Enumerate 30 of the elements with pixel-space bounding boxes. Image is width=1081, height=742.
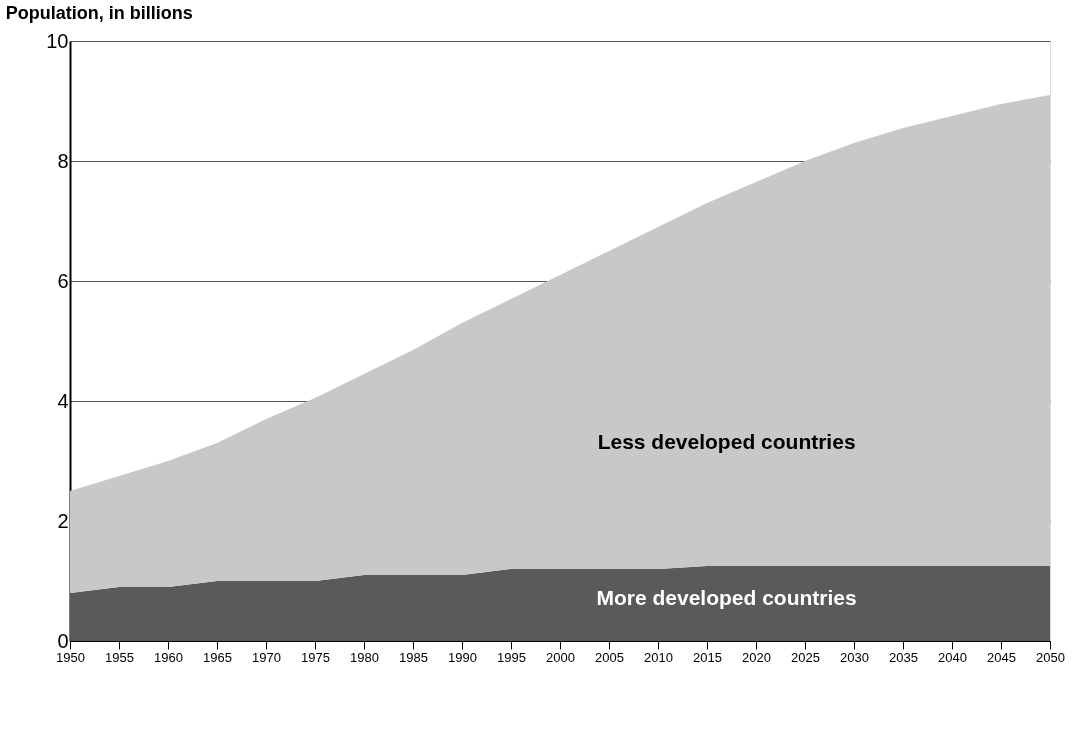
y-tick-label: 6 [57, 269, 69, 292]
series-label: More developed countries [596, 586, 857, 609]
x-tick-label: 1985 [399, 649, 428, 665]
x-tick-label: 2020 [742, 649, 771, 665]
y-tick-label: 8 [57, 149, 69, 172]
x-tick-label: 2030 [840, 649, 869, 665]
x-tick-label: 1990 [448, 649, 477, 665]
x-tick-label: 2010 [644, 649, 673, 665]
x-tick-label: 1950 [56, 649, 85, 665]
x-tick-label: 2045 [987, 649, 1016, 665]
x-tick-label: 1975 [301, 649, 330, 665]
y-axis-title: Population, in billions [5, 3, 193, 23]
x-tick-label: 1970 [252, 649, 281, 665]
y-tick-label: 10 [46, 29, 69, 52]
y-tick-label: 4 [57, 389, 69, 412]
x-tick-label: 2025 [791, 649, 820, 665]
x-tick-label: 1955 [105, 649, 134, 665]
x-tick-label: 1965 [203, 649, 232, 665]
series-label: Less developed countries [597, 430, 856, 453]
x-tick-label: 2015 [693, 649, 722, 665]
x-tick-label: 2005 [595, 649, 624, 665]
y-tick-label: 0 [57, 629, 69, 652]
x-tick-label: 1960 [154, 649, 183, 665]
x-tick-label: 1995 [497, 649, 526, 665]
x-tick-label: 2050 [1036, 649, 1065, 665]
x-tick-label: 2035 [889, 649, 918, 665]
y-tick-label: 2 [57, 509, 69, 532]
x-tick-label: 2040 [938, 649, 967, 665]
x-tick-label: 1980 [350, 649, 379, 665]
x-tick-label: 2000 [546, 649, 575, 665]
